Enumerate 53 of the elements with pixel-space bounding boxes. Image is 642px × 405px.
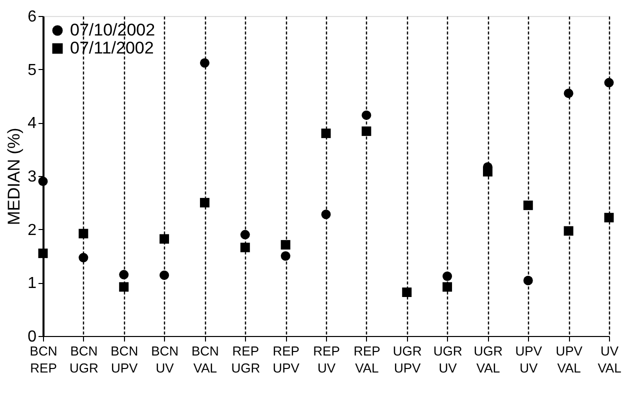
point [482,166,492,176]
point [321,128,331,138]
point [362,126,372,136]
point [240,242,250,252]
legend-label: 07/11/2002 [70,38,154,58]
point [240,230,250,240]
y-tick-label: 5 [28,62,37,79]
point [280,240,290,250]
point [564,226,574,236]
legend-label: 07/10/2002 [70,20,156,40]
x-tick-label: REP UGR [231,344,260,376]
x-tick-label: UGR VAL [474,344,503,376]
y-tick-label: 1 [28,275,37,292]
point [78,228,88,238]
point [200,198,210,208]
point [321,210,331,220]
x-tick-label: REP UV [313,344,340,376]
point [280,251,290,261]
x-tick-label: BCN VAL [191,344,219,376]
point [200,58,210,68]
x-tick-label: UPV VAL [556,344,583,376]
point [604,78,614,88]
point [119,282,129,292]
x-tick-label: UGR UV [433,344,462,376]
point [442,272,452,281]
y-axis-title: MEDIAN (%) [4,128,24,226]
y-tick-label: 4 [28,115,37,132]
point [78,252,88,262]
x-tick-label: BCN REP [30,344,58,376]
point [38,176,48,186]
x-tick-label: BCN UV [151,344,179,376]
x-tick-label: REP VAL [354,344,380,376]
point [523,276,533,286]
y-tick-label: 6 [28,8,37,26]
y-tick-label: 2 [28,222,37,239]
point [160,270,170,280]
point [442,282,452,292]
y-tick-label: 3 [28,168,37,186]
x-tick-label: REP UPV [272,344,300,376]
x-tick-label: BCN UGR [69,344,98,376]
x-tick-label: UV VAL [598,344,622,376]
point [362,110,372,120]
x-tick-label: BCN UPV [110,344,138,376]
point [160,234,170,244]
point [604,212,614,222]
point [119,270,129,280]
point [523,200,533,210]
point [402,288,412,298]
y-tick-label: 0 [28,328,37,346]
point [38,248,48,258]
x-tick-label: UPV UV [515,344,542,376]
point [564,88,574,98]
x-tick-label: UGR UPV [392,344,422,376]
